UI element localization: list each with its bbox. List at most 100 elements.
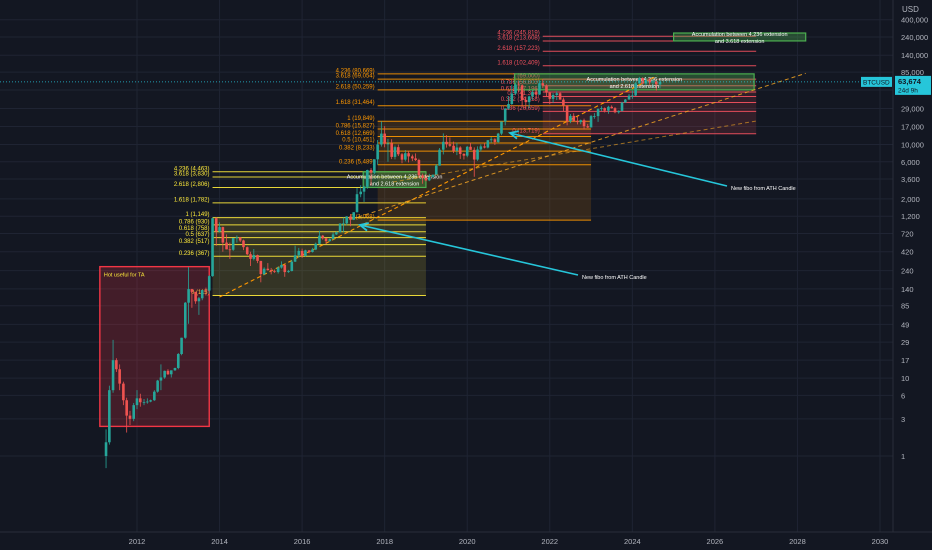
candle-body: [115, 360, 118, 370]
candle-body: [349, 216, 352, 220]
price-tick-label: 140: [901, 285, 914, 294]
price-tick-label: 10: [901, 374, 909, 383]
price-tick-label: 85: [901, 302, 909, 311]
candle-body: [238, 237, 242, 241]
candle-body: [421, 175, 424, 178]
candle-body: [383, 133, 386, 144]
candle-body: [245, 247, 249, 255]
candle: [132, 402, 135, 422]
candle-body: [345, 216, 348, 224]
fib-level-label: 4.236 (80,669): [336, 68, 375, 74]
arrow-fibo-2021-note: New fibo from ATH Candle: [731, 186, 796, 192]
candle: [311, 247, 314, 253]
candle-body: [565, 105, 569, 122]
candle-body: [407, 153, 410, 157]
candle: [576, 116, 579, 125]
candle: [620, 101, 624, 112]
candle: [545, 84, 548, 96]
candle-body: [311, 249, 314, 253]
candle-body: [293, 255, 297, 262]
candle-body: [620, 102, 624, 111]
candle-body: [496, 133, 500, 142]
candle: [448, 137, 452, 147]
fib-level-label: 1 (19,849): [347, 116, 374, 122]
fib-level-label: 0.5 (10,451): [342, 137, 374, 143]
symbol-tag-text: BTCUSD: [863, 79, 890, 86]
candle: [493, 138, 497, 145]
fib-level-label: 0.618 (758): [179, 226, 210, 232]
candle-body: [572, 115, 576, 121]
candle-body: [531, 92, 534, 97]
candle: [469, 142, 472, 150]
candle: [386, 138, 390, 162]
candle-body: [654, 81, 658, 85]
candle: [654, 81, 658, 91]
time-tick-label: 2026: [707, 537, 724, 546]
candle: [610, 105, 613, 109]
time-axis[interactable]: 2012 2014 2016 2018 2020 2022 2024 2026 2028 2030: [0, 531, 932, 550]
candle-body: [520, 85, 524, 100]
candle-body: [183, 302, 187, 338]
arrow-fibo-2017-note: New fibo from ATH Candle: [582, 275, 647, 281]
candle-body: [627, 95, 631, 100]
candle: [634, 81, 637, 97]
candle: [111, 339, 115, 393]
candle-body: [417, 160, 421, 176]
time-tick-label: 2018: [376, 537, 393, 546]
candle: [400, 152, 404, 164]
candle-body: [396, 147, 400, 155]
candle-body: [469, 146, 472, 150]
time-tick-label: 2024: [624, 537, 641, 546]
candle: [190, 288, 194, 308]
price-tick-label: 240: [901, 267, 914, 276]
candle: [163, 370, 166, 379]
candle: [651, 78, 655, 88]
accum-box-1-label-2: and 2.618 extension: [370, 182, 420, 188]
arrow-fibo-2021: New fibo from ATH Candle: [507, 130, 796, 192]
candle-body: [579, 120, 583, 123]
candle-body: [321, 235, 325, 239]
price-tick-label: 17: [901, 356, 909, 365]
candle-body: [424, 177, 428, 181]
candle-body: [603, 108, 606, 111]
fib-level-label: 3.618 (69,054): [336, 74, 375, 80]
candle: [548, 91, 552, 105]
candle-body: [607, 106, 610, 111]
time-tick-label: 2014: [211, 537, 228, 546]
candle-body: [135, 398, 139, 406]
candle-body: [228, 249, 232, 251]
candle: [349, 214, 352, 227]
candle: [180, 337, 183, 356]
candle-body: [386, 143, 390, 145]
candle: [600, 106, 603, 111]
candle: [520, 84, 524, 108]
candle: [551, 93, 555, 103]
candle-body: [458, 147, 462, 154]
candle: [307, 250, 311, 254]
candle: [527, 95, 531, 109]
candle: [249, 251, 252, 267]
candle: [290, 259, 294, 272]
candle: [335, 231, 338, 235]
candle: [624, 98, 627, 104]
candle: [517, 81, 521, 93]
candle: [411, 154, 414, 162]
candle-body: [472, 149, 476, 160]
candle: [266, 263, 270, 271]
price-tick-label: 1,200: [901, 212, 920, 221]
candle: [383, 126, 386, 148]
arrow-fibo-2017-shaft: [359, 224, 579, 276]
candle: [483, 143, 486, 149]
candle: [297, 247, 301, 258]
candle-body: [297, 250, 301, 256]
candle: [579, 119, 583, 125]
candle: [465, 146, 469, 158]
candle-body: [465, 146, 469, 156]
candle: [658, 80, 662, 89]
candle-body: [431, 174, 435, 178]
candle-body: [624, 99, 627, 103]
candle: [287, 269, 290, 273]
candle-body: [269, 270, 273, 272]
price-tick-label: 6,000: [901, 158, 920, 167]
